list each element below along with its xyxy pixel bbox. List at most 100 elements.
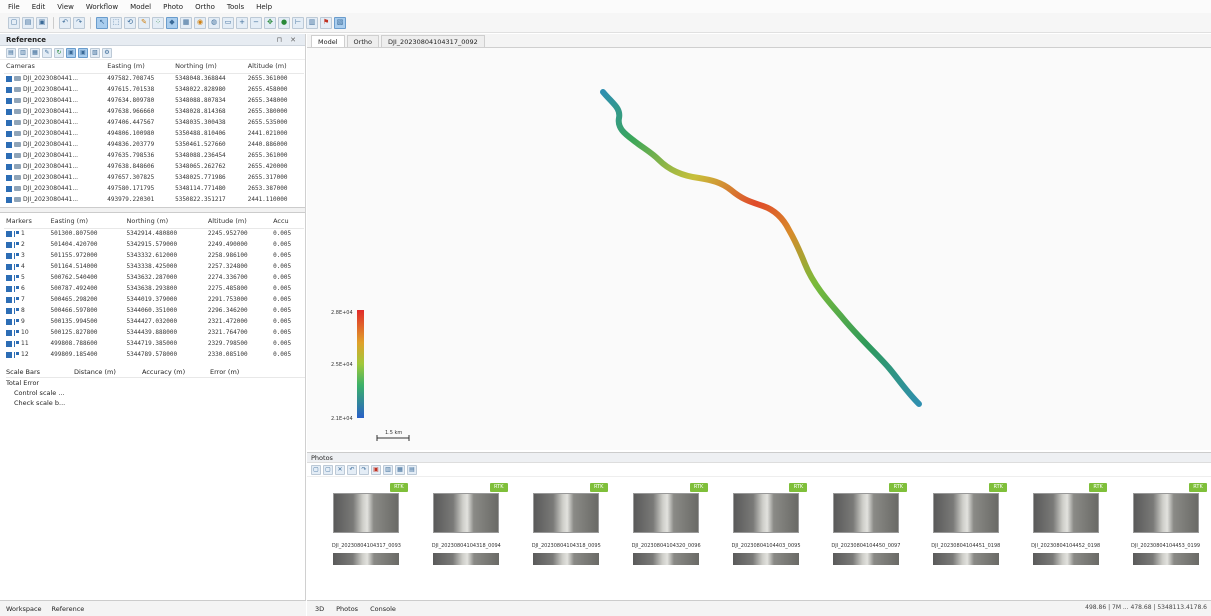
ruler-icon[interactable]: ⊢ bbox=[292, 16, 304, 29]
checkbox-icon[interactable] bbox=[6, 141, 12, 148]
marker-col-header[interactable]: Altitude (m) bbox=[205, 215, 272, 229]
checkbox-icon[interactable] bbox=[6, 174, 12, 181]
camera-row[interactable]: DJI_2023080441... 497638.848606 5348065.26… bbox=[4, 161, 304, 172]
photo-thumbnail[interactable] bbox=[820, 553, 911, 567]
camera-col-header[interactable]: Easting (m) bbox=[105, 60, 174, 74]
camera-row[interactable]: DJI_2023080441... 497634.809780 5348088.80… bbox=[4, 95, 304, 106]
view-estimated-icon[interactable]: ▣ bbox=[78, 47, 88, 58]
marker-row[interactable]: 5 500762.540400 5343632.287000 2274.336700 0… bbox=[4, 272, 304, 283]
marker-row[interactable]: 12 499809.185400 5344789.578000 2330.085100… bbox=[4, 349, 304, 360]
view-source-icon[interactable]: ▣ bbox=[66, 47, 76, 58]
photo-thumbnail[interactable]: RTK DJI_20230804104453_0199 bbox=[1120, 483, 1211, 549]
menu-item-model[interactable]: Model bbox=[130, 2, 152, 11]
grid-icon[interactable]: ▦ bbox=[180, 16, 192, 29]
update-icon[interactable]: ↻ bbox=[54, 47, 64, 58]
photo-thumbnail[interactable] bbox=[321, 553, 412, 567]
tab-workspace[interactable]: Workspace bbox=[6, 604, 42, 613]
camera-row[interactable]: DJI_2023080441... 497635.798536 5348088.23… bbox=[4, 150, 304, 161]
camera-row[interactable]: DJI_2023080441... 497657.307825 5348025.77… bbox=[4, 172, 304, 183]
menu-item-view[interactable]: View bbox=[57, 2, 74, 11]
checkbox-icon[interactable] bbox=[6, 296, 12, 303]
enable-icon[interactable]: ▢ bbox=[311, 464, 321, 475]
photo-thumbnail[interactable]: RTK DJI_20230804104452_0198 bbox=[1020, 483, 1111, 549]
marker-col-header[interactable]: Markers bbox=[4, 215, 49, 229]
tab-console[interactable]: Console bbox=[370, 604, 396, 613]
checkbox-icon[interactable] bbox=[6, 119, 12, 126]
camera-col-header[interactable]: Cameras bbox=[4, 60, 106, 74]
photo-thumbnail[interactable]: RTK DJI_20230804104318_0094 bbox=[421, 483, 512, 549]
tab-3d[interactable]: 3D bbox=[315, 604, 325, 613]
check-scale-row[interactable]: Check scale b... bbox=[14, 399, 66, 407]
menu-item-edit[interactable]: Edit bbox=[31, 2, 46, 11]
checkbox-icon[interactable] bbox=[6, 108, 12, 115]
draw-icon[interactable]: ✎ bbox=[138, 16, 150, 29]
menu-item-help[interactable]: Help bbox=[256, 2, 273, 11]
tab-photo[interactable]: DJI_20230804104317_0092 bbox=[380, 35, 485, 47]
marker-row[interactable]: 4 501164.514000 5343338.425000 2257.324800 0… bbox=[4, 261, 304, 272]
marker-icon[interactable]: ⚑ bbox=[320, 16, 332, 29]
marker-row[interactable]: 7 500465.298200 5344019.379000 2291.753000 0… bbox=[4, 294, 304, 305]
camera-row[interactable]: DJI_2023080441... 494806.100980 5350488.81… bbox=[4, 128, 304, 139]
model-viewport[interactable]: 2.8E+04 2.5E+04 2.1E+04 1.5 km bbox=[307, 48, 1211, 450]
marker-row[interactable]: 10 500125.827800 5344439.888000 2321.764700… bbox=[4, 327, 304, 338]
optimize-icon[interactable]: ✎ bbox=[42, 47, 52, 58]
camera-icon[interactable]: ▭ bbox=[222, 16, 234, 29]
move-icon[interactable]: ✥ bbox=[264, 16, 276, 29]
new-icon[interactable]: ▢ bbox=[8, 16, 20, 29]
camera-row[interactable]: DJI_2023080441... 497406.447567 5348035.30… bbox=[4, 117, 304, 128]
scalebar-col-header[interactable]: Scale Bars bbox=[6, 367, 41, 376]
checkbox-icon[interactable] bbox=[6, 263, 12, 270]
menu-item-file[interactable]: File bbox=[8, 2, 20, 11]
camera-row[interactable]: DJI_2023080441... 497638.966660 5348028.81… bbox=[4, 106, 304, 117]
details-icon[interactable]: ▦ bbox=[395, 464, 405, 475]
tiled-icon[interactable]: ◍ bbox=[208, 16, 220, 29]
camera-row[interactable]: DJI_2023080441... 497615.701538 5348022.82… bbox=[4, 84, 304, 95]
zoom-in-icon[interactable]: + bbox=[236, 16, 248, 29]
navigation-icon[interactable]: ↖ bbox=[96, 16, 108, 29]
marker-row[interactable]: 2 501404.420700 5342915.579000 2249.490000 0… bbox=[4, 239, 304, 250]
selection-icon[interactable]: ⬚ bbox=[110, 16, 122, 29]
point-cloud-icon[interactable]: ⁘ bbox=[152, 16, 164, 29]
camera-row[interactable]: DJI_2023080441... 497582.708745 5348048.36… bbox=[4, 73, 304, 84]
undo-icon[interactable]: ↶ bbox=[59, 16, 71, 29]
photo-thumbnail[interactable]: RTK DJI_20230804104320_0096 bbox=[621, 483, 712, 549]
model-canvas[interactable]: 2.8E+04 2.5E+04 2.1E+04 1.5 km bbox=[307, 48, 1211, 450]
texture-icon[interactable]: ◉ bbox=[194, 16, 206, 29]
disable-icon[interactable]: ▢ bbox=[323, 464, 333, 475]
camera-row[interactable]: DJI_2023080441... 493979.220301 5350822.35… bbox=[4, 194, 304, 205]
settings-icon[interactable]: ⚙ bbox=[102, 47, 112, 58]
marker-row[interactable]: 3 501155.972000 5343332.612000 2258.986100 0… bbox=[4, 250, 304, 261]
mask-icon[interactable]: ▣ bbox=[371, 464, 381, 475]
panel-controls[interactable]: ⊓ ✕ bbox=[276, 35, 299, 44]
save-icon[interactable]: ▣ bbox=[36, 16, 48, 29]
checkbox-icon[interactable] bbox=[6, 318, 12, 325]
photo-thumbnail[interactable] bbox=[621, 553, 712, 567]
checkbox-icon[interactable] bbox=[6, 340, 12, 347]
rotate-left-icon[interactable]: ↶ bbox=[347, 464, 357, 475]
photo-thumbnail[interactable]: RTK DJI_20230804104451_0198 bbox=[920, 483, 1011, 549]
menu-item-ortho[interactable]: Ortho bbox=[195, 2, 215, 11]
checkbox-icon[interactable] bbox=[6, 130, 12, 137]
camera-col-header[interactable]: Altitude (m) bbox=[245, 60, 304, 74]
photo-thumbnail[interactable]: RTK DJI_20230804104317_0093 bbox=[321, 483, 412, 549]
scalebar-col-header[interactable]: Accuracy (m) bbox=[142, 367, 186, 376]
photo-thumbnail[interactable] bbox=[920, 553, 1011, 567]
checkbox-icon[interactable] bbox=[6, 75, 12, 82]
marker-row[interactable]: 6 500787.492400 5343638.293800 2275.485800 0… bbox=[4, 283, 304, 294]
tab-reference[interactable]: Reference bbox=[51, 604, 85, 613]
checkbox-icon[interactable] bbox=[6, 152, 12, 159]
panel-splitter[interactable] bbox=[0, 207, 305, 213]
checkbox-icon[interactable] bbox=[6, 307, 12, 314]
checkbox-icon[interactable] bbox=[6, 185, 12, 192]
table-icon[interactable]: ▥ bbox=[306, 16, 318, 29]
menu-item-photo[interactable]: Photo bbox=[163, 2, 184, 11]
photo-thumbnail[interactable] bbox=[1020, 553, 1111, 567]
marker-col-header[interactable]: Accu bbox=[271, 215, 304, 229]
marker-row[interactable]: 11 499808.788600 5344719.385000 2329.798500… bbox=[4, 338, 304, 349]
camera-row[interactable]: DJI_2023080441... 494836.203779 5350461.52… bbox=[4, 139, 304, 150]
photo-thumbnail[interactable]: RTK DJI_20230804104450_0097 bbox=[820, 483, 911, 549]
photo-thumbnail[interactable] bbox=[721, 553, 812, 567]
checkbox-icon[interactable] bbox=[6, 230, 12, 237]
zoom-out-icon[interactable]: − bbox=[250, 16, 262, 29]
tab-model[interactable]: Model bbox=[311, 35, 345, 47]
